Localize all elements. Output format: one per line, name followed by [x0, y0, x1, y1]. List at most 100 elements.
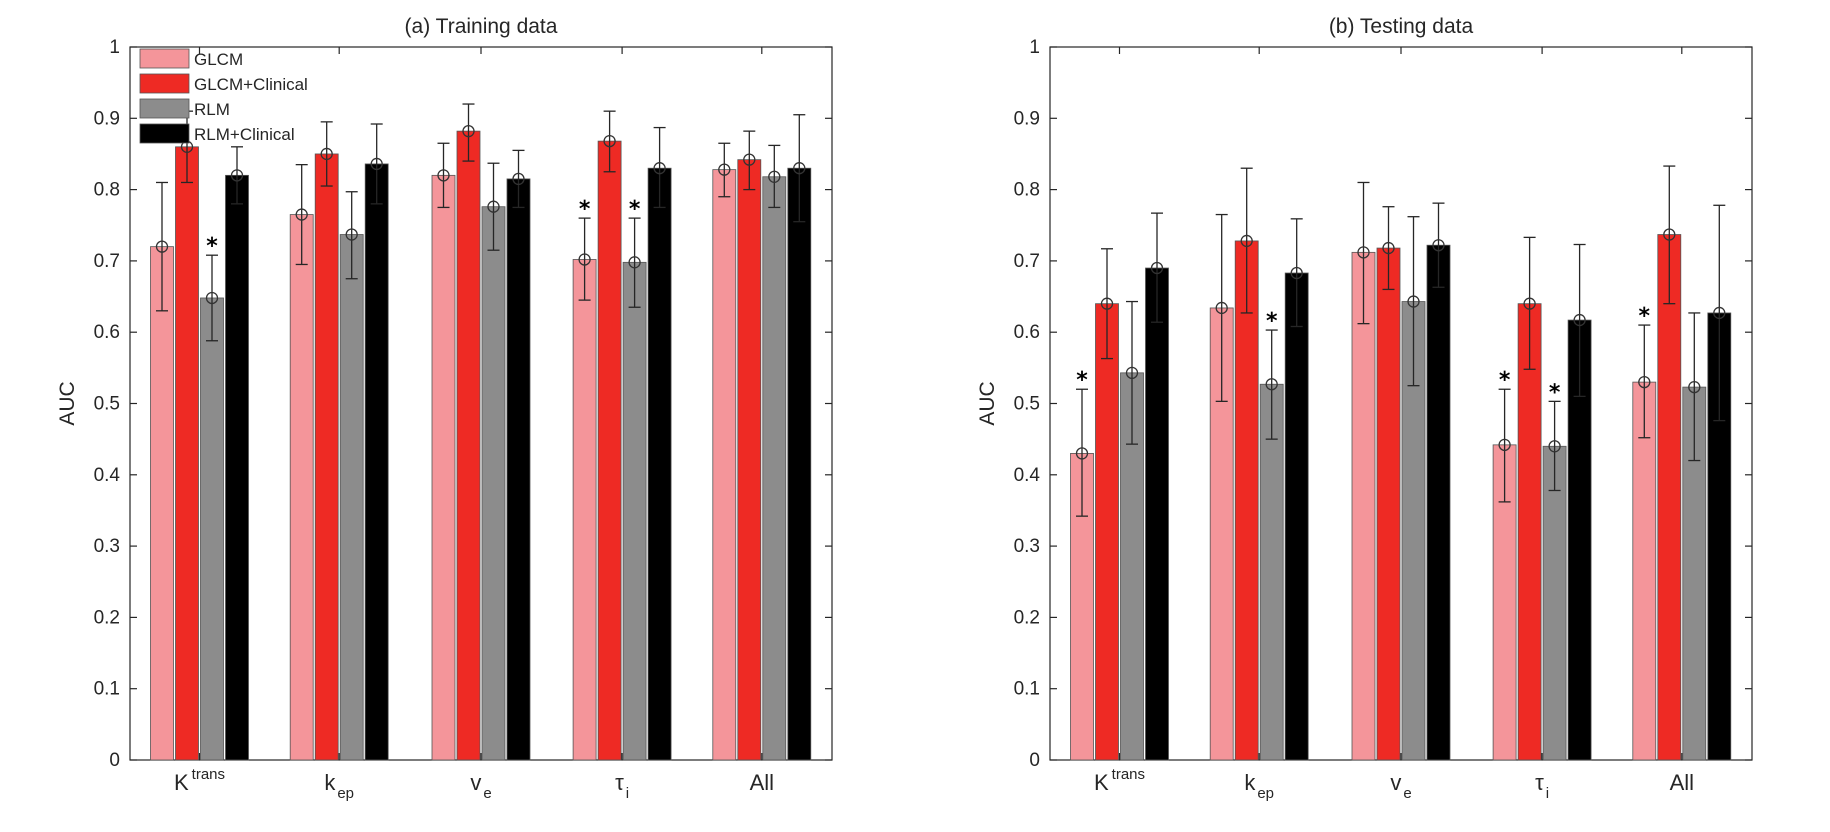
- bar-marker: [345, 228, 358, 241]
- significance-star: *: [1499, 368, 1511, 393]
- y-tick-label: 0.7: [94, 251, 120, 272]
- bar[interactable]: [150, 246, 174, 761]
- bar-marker: [743, 153, 756, 166]
- bar[interactable]: [225, 174, 249, 761]
- bar[interactable]: [1145, 267, 1169, 761]
- y-tick-label: 1: [109, 37, 120, 58]
- bar-marker: [320, 147, 333, 161]
- bar[interactable]: [175, 146, 199, 761]
- series-rlm-clinical: [1145, 202, 1732, 761]
- legend-label: GLCM+Clinical: [194, 75, 308, 94]
- y-tick-label: 0.2: [94, 607, 120, 628]
- bar-marker: [1498, 438, 1511, 452]
- bar-marker: [1663, 228, 1676, 241]
- bar[interactable]: [431, 174, 456, 761]
- bar-marker: [1125, 366, 1139, 379]
- bar[interactable]: [1657, 234, 1682, 761]
- x-category-label: All: [750, 770, 774, 795]
- x-category-label: k ep: [324, 770, 354, 802]
- y-tick-label: 0.8: [94, 180, 120, 201]
- series-glcm-clinical: [175, 103, 762, 761]
- bar[interactable]: [1517, 303, 1542, 761]
- y-tick-label: 0: [109, 750, 120, 771]
- bar[interactable]: [506, 178, 531, 761]
- bar-marker: [628, 256, 641, 269]
- x-category-main: τ: [615, 770, 624, 795]
- bar[interactable]: [1426, 244, 1451, 761]
- legend-label: RLM: [194, 100, 230, 119]
- bar-marker: [1150, 261, 1164, 275]
- bar-marker: [1357, 246, 1370, 259]
- x-category-subscript: i: [1546, 785, 1549, 802]
- bar-marker: [295, 208, 308, 221]
- bar-marker: [1548, 440, 1561, 453]
- series-rlm: **: [200, 144, 787, 761]
- bar-marker: [1638, 375, 1651, 389]
- bar-marker: [578, 253, 591, 266]
- y-tick-label: 0.9: [1014, 108, 1040, 129]
- bar[interactable]: [762, 176, 787, 761]
- bar-marker: [512, 172, 525, 186]
- legend-swatch: [139, 98, 190, 119]
- bar-marker: [603, 134, 616, 148]
- bar[interactable]: [787, 167, 812, 761]
- chart-panel-training: 0 0.1 0.2 0.3 0.4 0.5 0.6 0.7 0.8 0.9 1 AUC (a) Trai…: [56, 15, 833, 802]
- bar-marker: [230, 169, 244, 182]
- bar[interactable]: [314, 153, 339, 761]
- bar-marker: [1432, 239, 1445, 252]
- chart-panel-testing: 0 0.1 0.2 0.3 0.4 0.5 0.6 0.7 0.8 0.9 1 AUC (b) Test…: [976, 15, 1753, 802]
- significance-star: *: [1639, 304, 1651, 329]
- x-category-main: v: [1390, 770, 1401, 795]
- bar[interactable]: [289, 214, 314, 761]
- bar-marker: [1523, 297, 1536, 310]
- x-category-superscript: trans: [192, 766, 225, 783]
- bar[interactable]: [597, 140, 622, 761]
- significance-star: *: [1076, 368, 1088, 393]
- bar[interactable]: [712, 169, 737, 761]
- bar[interactable]: [1351, 251, 1376, 761]
- bar[interactable]: [622, 261, 647, 761]
- bar[interactable]: [456, 130, 481, 761]
- bar[interactable]: [1542, 445, 1567, 761]
- x-category-main: All: [750, 770, 774, 795]
- x-category-main: All: [1670, 770, 1694, 795]
- bar[interactable]: [1259, 383, 1284, 761]
- bar-marker: [1573, 313, 1586, 327]
- bar[interactable]: [339, 234, 364, 761]
- bar-marker: [487, 200, 500, 213]
- bar[interactable]: [647, 167, 672, 761]
- bar[interactable]: [481, 206, 506, 761]
- legend-label: RLM+Clinical: [194, 125, 295, 144]
- bar[interactable]: [364, 163, 389, 761]
- bar[interactable]: [200, 297, 224, 761]
- y-tick-label: 0.5: [94, 394, 120, 415]
- bar-marker: [718, 163, 731, 176]
- x-category-main: k: [324, 770, 336, 795]
- legend-label: GLCM: [194, 50, 243, 69]
- bar-marker: [205, 291, 219, 305]
- y-axis-label: AUC: [56, 381, 79, 425]
- series-rlm-clinical: [225, 114, 812, 761]
- bar[interactable]: [1095, 303, 1119, 761]
- chart-title: (b) Testing data: [1329, 15, 1474, 38]
- y-tick-label: 1: [1029, 37, 1040, 58]
- y-tick-label: 0.5: [1014, 394, 1040, 415]
- bar[interactable]: [572, 259, 597, 761]
- y-tick-label: 0.4: [94, 465, 121, 486]
- bar[interactable]: [1376, 247, 1401, 761]
- y-tick-label: 0.2: [1014, 607, 1040, 628]
- bar[interactable]: [1284, 272, 1309, 761]
- y-axis-label: AUC: [976, 381, 999, 425]
- x-category-subscript: e: [483, 785, 491, 802]
- significance-star: *: [1266, 309, 1278, 334]
- bar-marker: [1215, 301, 1228, 315]
- bar[interactable]: [1632, 381, 1657, 761]
- bar[interactable]: [1234, 240, 1259, 761]
- bar[interactable]: [737, 159, 762, 761]
- significance-star: *: [579, 197, 591, 222]
